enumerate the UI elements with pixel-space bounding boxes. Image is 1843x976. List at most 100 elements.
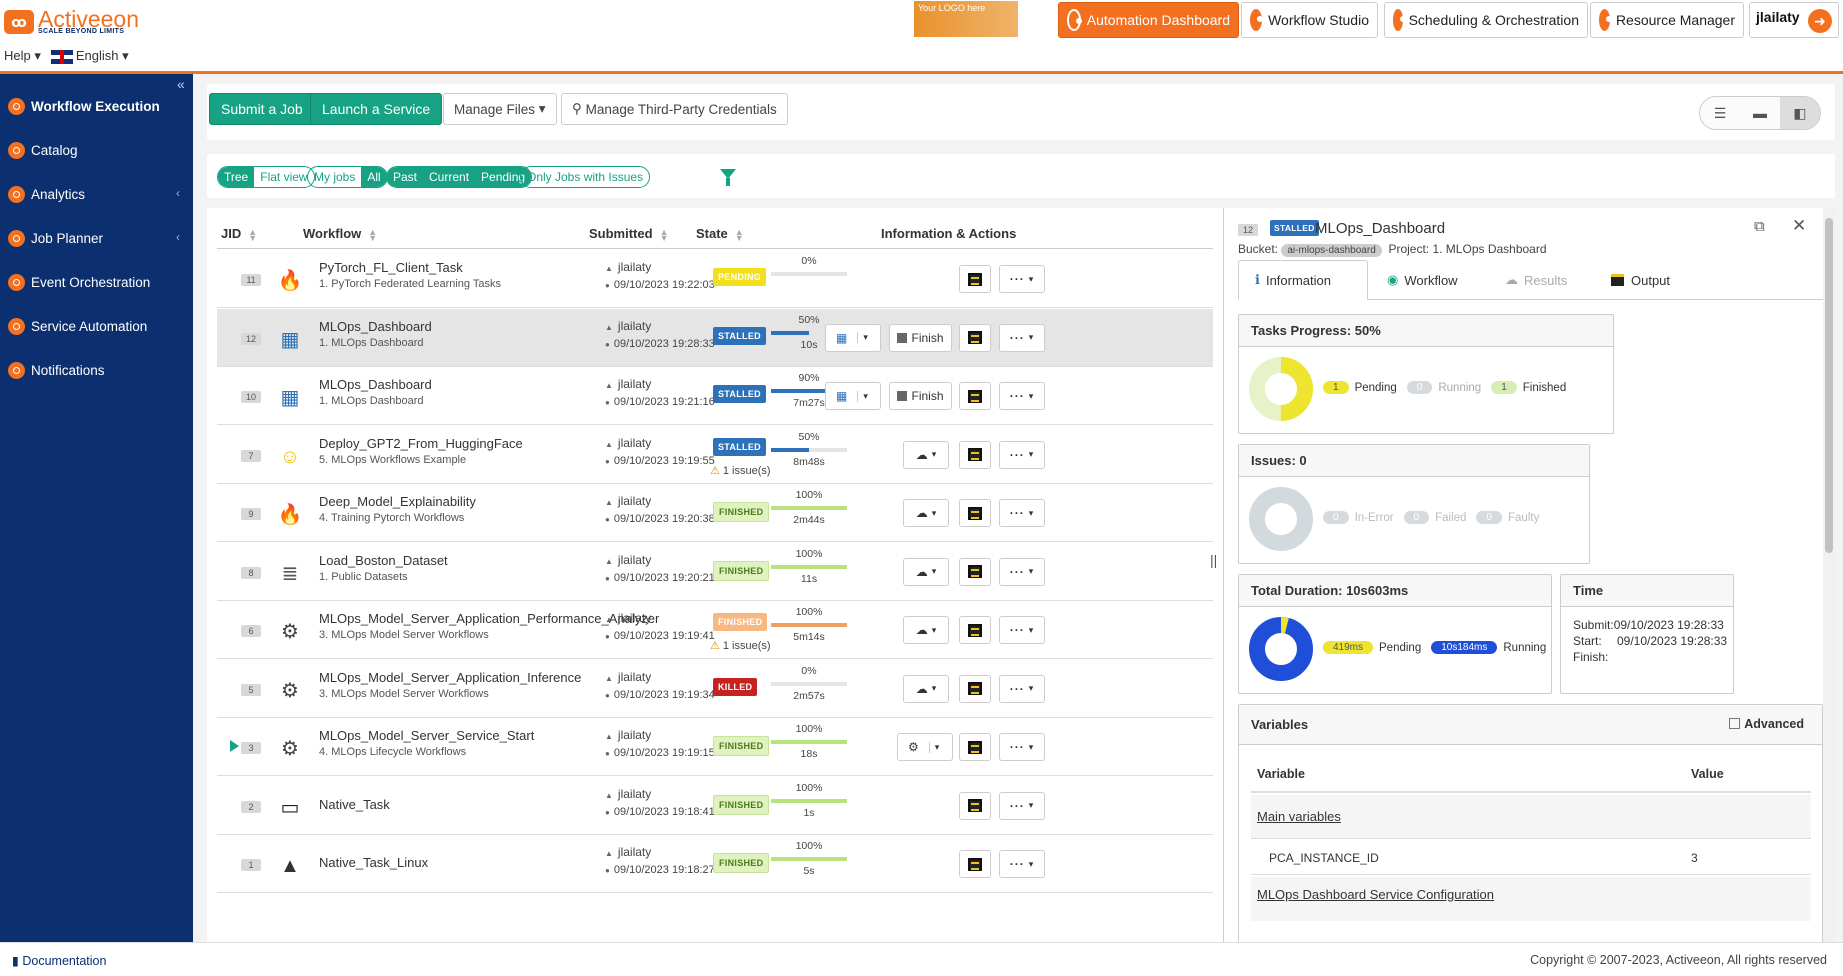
sidebar-item-event-orchestration[interactable]: Event Orchestration	[8, 272, 188, 292]
results-cloud-button[interactable]: ☁	[903, 440, 949, 469]
workflow-name[interactable]: MLOps_Dashboard	[319, 318, 432, 334]
help-menu[interactable]: Help ▾	[4, 48, 41, 63]
workflow-name[interactable]: MLOps_Model_Server_Application_Inference	[319, 669, 582, 685]
more-actions-button[interactable]: ···	[999, 265, 1045, 293]
results-cloud-button[interactable]: ☁	[903, 557, 949, 586]
job-output-button[interactable]	[959, 499, 991, 527]
column-state[interactable]: State ▲ ▼	[696, 226, 744, 243]
filter-flat-view[interactable]: Flat view	[260, 170, 308, 184]
job-output-button[interactable]	[959, 791, 991, 820]
job-output-button[interactable]	[959, 382, 991, 410]
table-row[interactable]: 3 ⚙ MLOps_Model_Server_Service_Start 4. MLO…	[217, 718, 1213, 776]
workflow-studio-button[interactable]: Workflow Studio	[1241, 2, 1378, 38]
sort-icon[interactable]: ▲ ▼	[734, 226, 744, 243]
table-row[interactable]: 12 ▦ MLOps_Dashboard 1. MLOps Dashboard jlai…	[217, 308, 1213, 367]
submit-job-button[interactable]: Submit a Job	[209, 93, 315, 125]
more-actions-button[interactable]: ···	[999, 850, 1045, 878]
finish-service-button[interactable]: Finish	[889, 323, 952, 352]
job-output-button[interactable]	[959, 440, 991, 469]
filter-only-issues[interactable]: Only Jobs with Issues	[527, 170, 644, 184]
activeeon-logo[interactable]: ꝏ Activeeon SCALE BEYOND LIMITS	[4, 8, 139, 35]
workflow-name[interactable]: Deep_Model_Explainability	[319, 494, 476, 509]
results-cloud-button[interactable]: ☁	[903, 499, 949, 527]
issues-warning[interactable]: 1 issue(s)	[710, 464, 771, 477]
user-menu[interactable]: jlailaty ➜	[1749, 2, 1839, 38]
scheduling-orchestration-button[interactable]: Scheduling & Orchestration	[1384, 2, 1588, 38]
service-endpoint-button[interactable]: ▦ ▾	[825, 382, 881, 410]
job-output-button[interactable]	[959, 616, 991, 644]
filter-tree[interactable]: Tree	[218, 167, 255, 187]
tab-information[interactable]: ℹ Information	[1238, 260, 1368, 300]
results-cloud-button[interactable]: ☁	[903, 674, 949, 703]
tab-workflow[interactable]: ◉ Workflow	[1387, 272, 1458, 288]
automation-dashboard-button[interactable]: Automation Dashboard	[1058, 2, 1239, 38]
more-actions-button[interactable]: ···	[999, 499, 1045, 527]
filter-past[interactable]: Past	[387, 167, 424, 187]
workflow-name[interactable]: Deploy_GPT2_From_HuggingFace	[319, 435, 523, 451]
more-actions-button[interactable]: ···	[999, 733, 1045, 761]
column-jid[interactable]: JID ▲ ▼	[221, 226, 258, 243]
sidebar-item-notifications[interactable]: Notifications	[8, 360, 188, 380]
more-actions-button[interactable]: ···	[999, 616, 1045, 644]
job-output-button[interactable]	[959, 323, 991, 352]
collapse-sidebar-icon[interactable]: «	[177, 76, 185, 92]
sidebar-item-workflow-execution[interactable]: Workflow Execution	[8, 96, 188, 116]
language-menu[interactable]: English ▾	[50, 48, 129, 64]
column-submitted[interactable]: Submitted ▲ ▼	[589, 226, 669, 243]
workflow-name[interactable]: MLOps_Dashboard	[319, 377, 432, 392]
issues-warning[interactable]: 1 issue(s)	[710, 639, 771, 652]
chevron-down-icon[interactable]: ▾	[928, 741, 939, 753]
table-row[interactable]: 11 🔥 PyTorch_FL_Client_Task 1. PyTorch Fede…	[217, 250, 1213, 308]
documentation-link[interactable]: ▮ Documentation	[12, 954, 107, 968]
table-row[interactable]: 7 ☺ Deploy_GPT2_From_HuggingFace 5. MLOps W…	[217, 425, 1213, 484]
chevron-down-icon[interactable]: ▾	[857, 390, 868, 402]
job-output-button[interactable]	[959, 850, 991, 878]
variables-group-service-config[interactable]: MLOps Dashboard Service Configuration	[1251, 877, 1811, 921]
sidebar-item-analytics[interactable]: Analytics ‹	[8, 184, 188, 204]
close-icon[interactable]: ✕	[1792, 216, 1807, 235]
panel-splitter-handle[interactable]: ||	[1210, 552, 1218, 568]
column-workflow[interactable]: Workflow ▲ ▼	[303, 226, 378, 243]
workflow-name[interactable]: Load_Boston_Dataset	[319, 552, 448, 568]
workflow-name[interactable]: MLOps_Model_Server_Application_Performan…	[319, 611, 660, 626]
more-actions-button[interactable]: ···	[999, 323, 1045, 352]
filter-funnel-icon[interactable]	[720, 169, 736, 186]
job-output-button[interactable]	[959, 674, 991, 703]
workflow-name[interactable]: MLOps_Model_Server_Service_Start	[319, 728, 535, 743]
tab-output[interactable]: Output	[1594, 260, 1687, 300]
sidebar-item-catalog[interactable]: Catalog	[8, 140, 188, 160]
table-row[interactable]: 10 ▦ MLOps_Dashboard 1. MLOps Dashboard jlai…	[217, 367, 1213, 425]
more-actions-button[interactable]: ···	[999, 557, 1045, 586]
job-output-button[interactable]	[959, 265, 991, 293]
sort-icon[interactable]: ▲ ▼	[368, 226, 378, 243]
launch-service-button[interactable]: Launch a Service	[310, 93, 443, 125]
sort-icon[interactable]: ▲ ▼	[659, 226, 669, 243]
sort-icon[interactable]: ▲ ▼	[248, 226, 258, 243]
table-row[interactable]: 2 ▭ Native_Task jlailaty 09/10/2023 19:18:41…	[217, 776, 1213, 835]
manage-files-button[interactable]: Manage Files ▾	[443, 93, 557, 125]
filter-current[interactable]: Current	[423, 167, 476, 187]
list-view-icon[interactable]: ☰	[1713, 104, 1727, 121]
expand-row-icon[interactable]	[230, 740, 239, 752]
finish-service-button[interactable]: Finish	[889, 382, 952, 410]
job-output-button[interactable]	[959, 557, 991, 586]
bottom-panel-view-icon[interactable]: ▬	[1753, 105, 1767, 121]
workflow-name[interactable]: PyTorch_FL_Client_Task	[319, 260, 463, 275]
sidebar-item-job-planner[interactable]: Job Planner ‹	[8, 228, 188, 248]
chevron-down-icon[interactable]: ▾	[857, 332, 868, 343]
resource-manager-button[interactable]: Resource Manager	[1590, 2, 1744, 38]
more-actions-button[interactable]: ···	[999, 791, 1045, 820]
job-output-button[interactable]	[959, 733, 991, 761]
more-actions-button[interactable]: ···	[999, 674, 1045, 703]
popout-icon[interactable]: ⧉	[1754, 218, 1765, 235]
filter-my-jobs[interactable]: My jobs	[314, 170, 356, 184]
variables-group-main[interactable]: Main variables	[1251, 795, 1811, 839]
logout-icon[interactable]: ➜	[1808, 9, 1832, 33]
tab-results[interactable]: ☁ Results	[1505, 272, 1568, 288]
service-endpoint-button[interactable]: ▦ ▾	[825, 323, 881, 352]
filter-pending[interactable]: Pending	[475, 167, 532, 187]
workflow-name[interactable]: Native_Task_Linux	[319, 855, 429, 870]
table-row[interactable]: 1 ▲ Native_Task_Linux jlailaty 09/10/2023 19…	[217, 835, 1213, 893]
table-row[interactable]: 6 ⚙ MLOps_Model_Server_Application_Perform…	[217, 601, 1213, 659]
more-actions-button[interactable]: ···	[999, 382, 1045, 410]
